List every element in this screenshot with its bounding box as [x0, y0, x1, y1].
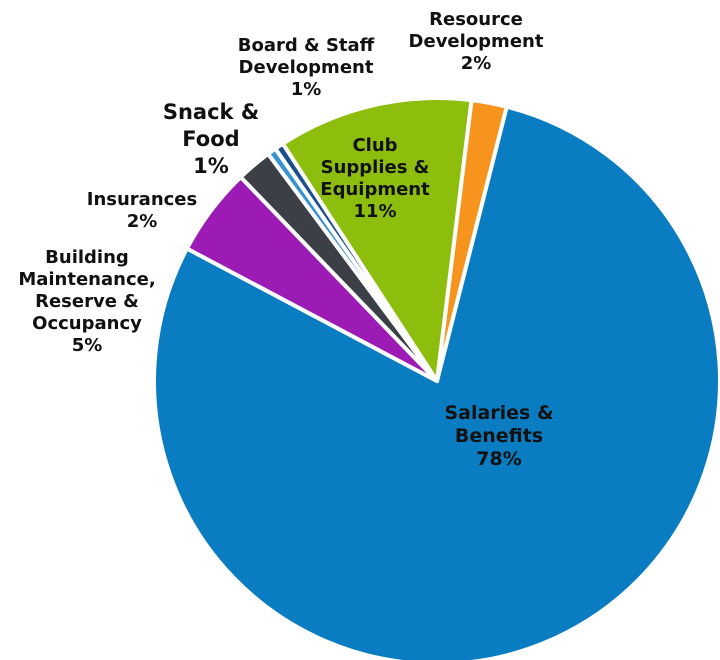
- slice-category-label: Resource: [429, 9, 523, 30]
- slice-category-label: Building: [45, 247, 129, 268]
- pie-slices: [152, 96, 720, 660]
- slice-value-label: 1%: [291, 79, 322, 100]
- slice-category-label: Maintenance,: [18, 269, 155, 290]
- slice-label-club-supplies-equipment: Club Supplies & Equipment 11%: [320, 135, 430, 222]
- slice-value-label: 78%: [476, 448, 521, 470]
- slice-value-label: 1%: [193, 154, 229, 178]
- slice-category-label: Occupancy: [32, 313, 142, 334]
- slice-category-label: Board & Staff: [238, 35, 375, 56]
- slice-category-label: Insurances: [87, 189, 197, 210]
- slice-label-salaries-benefits: Salaries & Benefits 78%: [444, 402, 553, 470]
- slice-label-resource-development: Resource Development 2%: [409, 9, 544, 74]
- slice-category-label: Snack &: [163, 100, 259, 124]
- slice-category-label: Development: [239, 57, 374, 78]
- slice-label-insurances: Insurances 2%: [87, 189, 197, 232]
- slice-category-label: Reserve &: [35, 291, 139, 312]
- slice-label-board-staff-development: Board & Staff Development 1%: [238, 35, 375, 100]
- slice-category-label: Club: [352, 135, 397, 156]
- slice-value-label: 5%: [72, 335, 103, 356]
- pie-slice-club-supplies-equipment: [280, 96, 474, 383]
- slice-category-label: Supplies &: [321, 157, 430, 178]
- slice-category-label: Food: [182, 127, 239, 151]
- pie-labels: Resource Development 2%Salaries & Benefits 7…: [18, 9, 553, 470]
- slice-category-label: Equipment: [320, 179, 430, 200]
- slice-label-building-maintenance-reserve-occupancy: Building Maintenance, Reserve & Occupancy 5%: [18, 247, 155, 356]
- slice-category-label: Development: [409, 31, 544, 52]
- slice-category-label: Salaries &: [444, 402, 553, 424]
- pie-slice-salaries-benefits: [152, 104, 720, 660]
- slice-value-label: 2%: [461, 53, 492, 74]
- slice-category-label: Benefits: [455, 425, 543, 447]
- slice-label-snack-food: Snack & Food 1%: [163, 100, 259, 178]
- slice-value-label: 2%: [127, 211, 158, 232]
- slice-value-label: 11%: [353, 201, 396, 222]
